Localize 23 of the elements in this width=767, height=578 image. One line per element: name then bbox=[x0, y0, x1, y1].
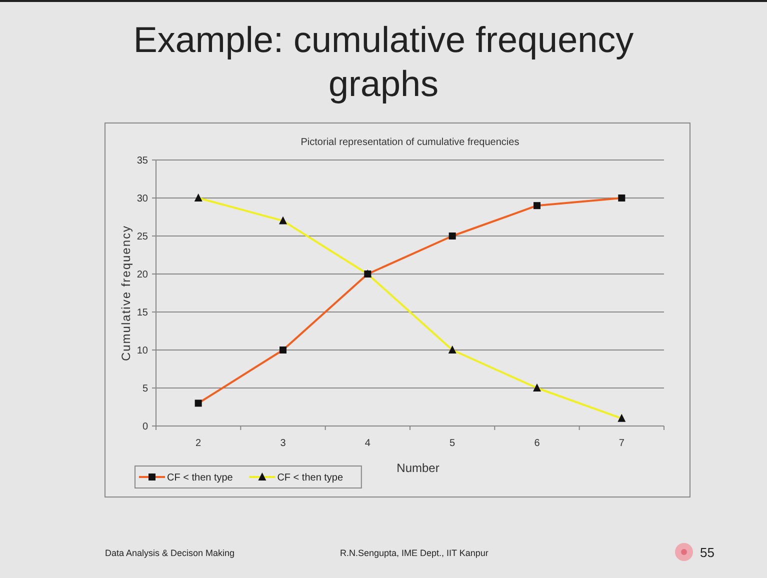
y-tick-label: 25 bbox=[136, 232, 148, 242]
y-tick-label: 30 bbox=[136, 194, 148, 204]
text: R.N.Sengupta, IME Dept., IIT Kanpur bbox=[340, 548, 488, 558]
y-tick-label: 5 bbox=[142, 384, 148, 394]
chart-subtitle: Pictorial representation of cumulative frequencies bbox=[300, 137, 520, 148]
text: 55 bbox=[700, 545, 714, 560]
x-tick-label: 4 bbox=[364, 438, 371, 449]
legend-label: CF < then type bbox=[167, 472, 234, 484]
y-tick-label: 10 bbox=[136, 346, 148, 356]
y-axis-title: Cumulative frequency bbox=[119, 224, 133, 362]
y-tick-label: 0 bbox=[142, 422, 148, 432]
y-tick-label: 35 bbox=[136, 156, 148, 166]
x-tick-label: 2 bbox=[196, 438, 202, 449]
text: Data Analysis & Decison Making bbox=[105, 548, 235, 558]
x-tick-label: 6 bbox=[534, 438, 540, 449]
x-tick-label: 3 bbox=[280, 438, 286, 449]
x-tick-label: 7 bbox=[618, 438, 625, 449]
y-tick-label: 20 bbox=[136, 270, 148, 280]
x-axis-title: Number bbox=[396, 461, 440, 475]
chart-title: Example: cumulative frequency graphs bbox=[133, 19, 634, 104]
x-tick-label: 5 bbox=[450, 438, 456, 449]
y-tick-label: 15 bbox=[136, 308, 148, 318]
legend-label: CF < then type bbox=[277, 472, 344, 484]
